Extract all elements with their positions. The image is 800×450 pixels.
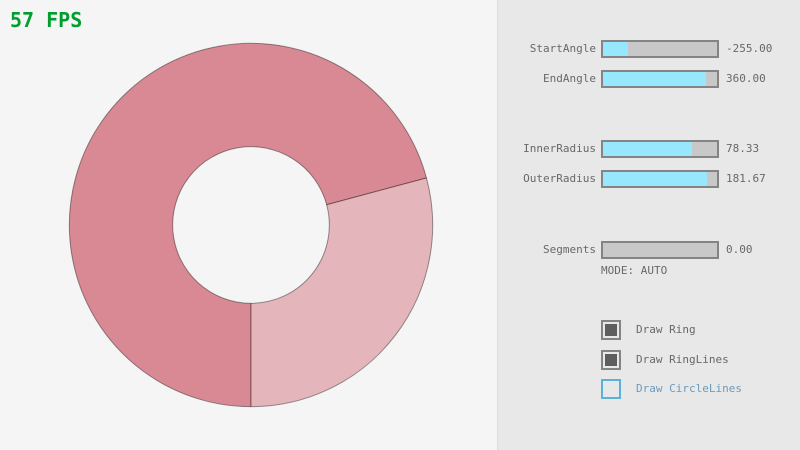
end-angle-value: 360.00 [726, 72, 766, 85]
slider-fill [603, 142, 693, 156]
draw-ring-label: Draw Ring [636, 323, 696, 336]
outer-radius-label: OuterRadius [523, 172, 596, 185]
slider-row-end-angle: EndAngle 360.00 [498, 70, 800, 88]
inner-radius-value: 78.33 [726, 142, 760, 155]
checkbox-row-draw-ringlines: Draw RingLines [498, 350, 800, 370]
slider-fill [603, 42, 628, 56]
inner-radius-label: InnerRadius [523, 142, 596, 155]
ring-sector-dark [68, 42, 428, 408]
segments-value: 0.00 [726, 243, 753, 256]
segments-label: Segments [543, 243, 596, 256]
start-angle-slider[interactable] [601, 40, 719, 58]
end-angle-label: EndAngle [543, 72, 596, 85]
inner-radius-slider[interactable] [601, 140, 719, 158]
checkbox-row-draw-ring: Draw Ring [498, 320, 800, 340]
ring-sector-light [250, 177, 434, 408]
control-panel: StartAngle -255.00 EndAngle 360.00 Inner… [497, 0, 800, 450]
draw-circlelines-checkbox[interactable] [601, 379, 621, 399]
fps-counter: 57 FPS [10, 8, 83, 32]
outer-radius-value: 181.67 [726, 172, 766, 185]
slider-row-start-angle: StartAngle -255.00 [498, 40, 800, 58]
start-angle-value: -255.00 [726, 42, 773, 55]
slider-fill [603, 72, 706, 86]
mode-text: MODE: AUTO [601, 264, 668, 277]
end-angle-slider[interactable] [601, 70, 719, 88]
outer-radius-slider[interactable] [601, 170, 719, 188]
segments-slider[interactable] [601, 241, 719, 259]
draw-ringlines-checkbox[interactable] [601, 350, 621, 370]
draw-circlelines-label: Draw CircleLines [636, 382, 742, 395]
draw-ringlines-label: Draw RingLines [636, 353, 729, 366]
slider-row-segments: Segments 0.00 [498, 241, 800, 259]
draw-ring-checkbox[interactable] [601, 320, 621, 340]
slider-row-outer-radius: OuterRadius 181.67 [498, 170, 800, 188]
checkbox-row-draw-circlelines: Draw CircleLines [498, 379, 800, 399]
slider-fill [603, 172, 707, 186]
slider-row-inner-radius: InnerRadius 78.33 [498, 140, 800, 158]
ring-chart [68, 42, 434, 408]
start-angle-label: StartAngle [529, 42, 596, 55]
